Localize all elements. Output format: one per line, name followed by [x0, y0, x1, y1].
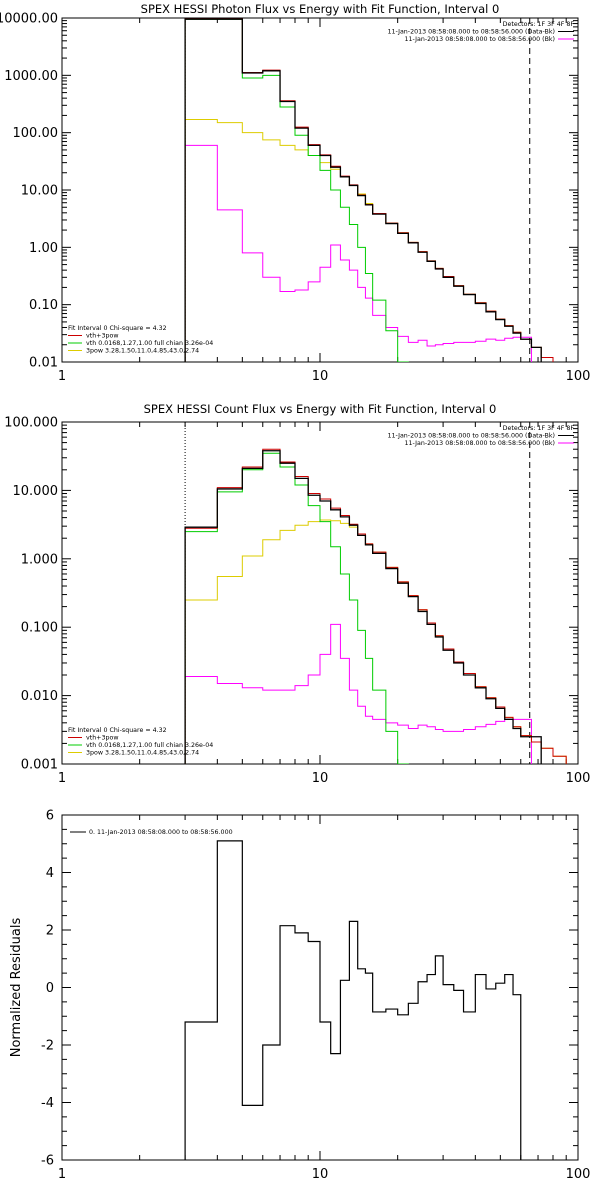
series-line-residuals — [184, 840, 522, 1160]
legend-label: 11-Jan-2013 08:58:08.000 to 08:58:56.000… — [405, 440, 555, 447]
panel-2: 1 10 100 -6 -4 -2 0 2 4 6 Normalized Residuals 0. 1… — [9, 809, 591, 1183]
series-line-data-bk — [184, 18, 542, 362]
x-tick-label: 1 — [58, 1167, 66, 1182]
series-line-bk — [184, 623, 532, 764]
y-tick-label: 1.00 — [29, 241, 58, 256]
legend-label: vth 0.0168,1.27,1.00 full chian 3.26e-04 — [86, 340, 213, 347]
y-tick-label: 10.00 — [21, 184, 58, 199]
legend-label: 0. 11-Jan-2013 08:58:08.000 to 08:58:56.… — [89, 829, 233, 836]
legend-label: 11-Jan-2013 08:58:08.000 to 08:58:56.000… — [405, 36, 555, 43]
x-tick-label: 1 — [58, 369, 66, 384]
legend: 0. 11-Jan-2013 08:58:08.000 to 08:58:56.… — [70, 829, 233, 836]
x-tick-label: 100 — [566, 1167, 591, 1182]
y-tick-label: 1000.00 — [4, 69, 58, 84]
y-tick-label: 1.000 — [21, 552, 58, 567]
legend-header: Fit Interval 0 Chi-square = 4.32 — [68, 325, 167, 332]
y-axis: -6 -4 -2 0 2 4 6 — [41, 809, 578, 1169]
y-tick-label: 100.00 — [13, 126, 59, 141]
y-tick-label: 0.100 — [21, 621, 58, 636]
series-group — [184, 448, 567, 764]
y-tick-label: 10.000 — [13, 484, 59, 499]
y-tick-label: 10000.00 — [0, 12, 58, 27]
legend-header: Detectors: 1F 3F 4F 8F — [503, 425, 575, 432]
y-tick-label: 4 — [46, 866, 54, 881]
series-group — [184, 840, 522, 1160]
legend-header: Detectors: 1F 3F 4F 8F — [503, 21, 575, 28]
chart-title: SPEX HESSI Photon Flux vs Energy with Fi… — [141, 2, 500, 16]
y-tick-label: -2 — [41, 1039, 54, 1054]
y-tick-label: 0.01 — [29, 356, 58, 371]
legend-label: vth+3pow — [86, 735, 118, 742]
y-tick-label: 6 — [46, 809, 54, 824]
y-tick-label: 0 — [46, 981, 54, 996]
plot-frame — [61, 421, 579, 765]
series-line-vth-3pow — [184, 448, 567, 764]
series-line-vth — [184, 18, 409, 362]
legend-fit: Fit Interval 0 Chi-square = 4.32vth+3pow… — [68, 727, 213, 757]
y-axis-label: Normalized Residuals — [9, 918, 24, 1058]
y-tick-label: 0.001 — [21, 758, 58, 773]
series-group — [184, 18, 554, 362]
series-line-3pow — [184, 519, 567, 764]
x-tick-label: 100 — [566, 369, 591, 384]
plot-frame — [61, 17, 579, 363]
series-line-data-bk — [184, 450, 542, 764]
y-tick-label: -6 — [41, 1154, 54, 1169]
x-tick-label: 100 — [566, 771, 591, 786]
legend-label: 11-Jan-2013 08:58:08.000 to 08:58:56.000… — [387, 29, 555, 36]
x-tick-label: 10 — [312, 771, 329, 786]
y-axis: 0.01 0.10 1.00 10.00 100.00 1000.00 10000.00 — [0, 12, 578, 371]
legend-label: vth 0.0168,1.27,1.00 full chian 3.26e-04 — [86, 742, 213, 749]
chart-title: SPEX HESSI Count Flux vs Energy with Fit… — [144, 402, 497, 416]
x-tick-label: 1 — [58, 771, 66, 786]
x-axis: 1 10 100 — [58, 815, 591, 1182]
legend-label: 11-Jan-2013 08:58:08.000 to 08:58:56.000… — [387, 433, 555, 440]
legend-header: Fit Interval 0 Chi-square = 4.32 — [68, 727, 167, 734]
legend-label: 3pow 3.28,1.50,11.0,4.85,43.0,2.74 — [86, 750, 199, 757]
series-line-3pow — [184, 118, 554, 362]
legend-label: 3pow 3.28,1.50,11.0,4.85,43.0,2.74 — [86, 348, 199, 355]
y-tick-label: 0.10 — [29, 298, 58, 313]
panel-1: SPEX HESSI Count Flux vs Energy with Fit… — [4, 402, 591, 786]
legend-label: vth+3pow — [86, 333, 118, 340]
y-tick-label: 100.000 — [4, 416, 58, 431]
y-tick-label: 0.010 — [21, 689, 58, 704]
y-tick-label: -4 — [41, 1096, 54, 1111]
x-tick-label: 10 — [312, 1167, 329, 1182]
y-axis: 0.001 0.010 0.100 1.000 10.000 100.000 — [4, 416, 578, 773]
y-tick-label: 2 — [46, 924, 54, 939]
x-tick-label: 10 — [312, 369, 329, 384]
legend-fit: Fit Interval 0 Chi-square = 4.32vth+3pow… — [68, 325, 213, 355]
panel-0: SPEX HESSI Photon Flux vs Energy with Fi… — [0, 2, 591, 384]
x-axis: 1 10 100 — [58, 18, 591, 384]
series-line-vth — [184, 452, 409, 764]
